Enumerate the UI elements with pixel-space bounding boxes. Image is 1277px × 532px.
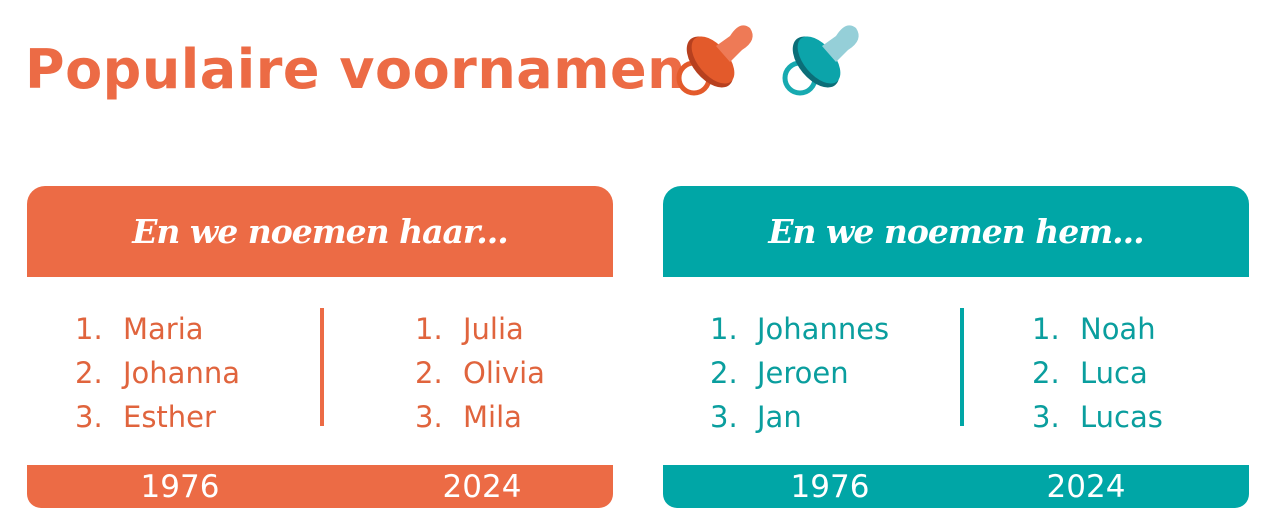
year-label: 2024 bbox=[442, 469, 522, 505]
year-label: 1976 bbox=[790, 469, 870, 505]
year-bar: 1976 2024 bbox=[663, 465, 1249, 508]
pacifier-orange-icon bbox=[676, 25, 753, 96]
column-divider bbox=[960, 308, 964, 426]
page-title: Populaire voornamen bbox=[25, 38, 687, 101]
year-bar: 1976 2024 bbox=[27, 465, 613, 508]
boys-panel: En we noemen hem... 1. Johannes 2. Jeroen … bbox=[663, 186, 1249, 508]
girls-heading: En we noemen haar... bbox=[27, 186, 613, 277]
column-divider bbox=[320, 308, 324, 426]
year-label: 1976 bbox=[140, 469, 220, 505]
boys-heading: En we noemen hem... bbox=[663, 186, 1249, 277]
pacifier-teal-icon bbox=[782, 25, 859, 96]
girls-panel: En we noemen haar... 1. Maria 2. Johanna 3… bbox=[27, 186, 613, 508]
year-label: 2024 bbox=[1046, 469, 1126, 505]
